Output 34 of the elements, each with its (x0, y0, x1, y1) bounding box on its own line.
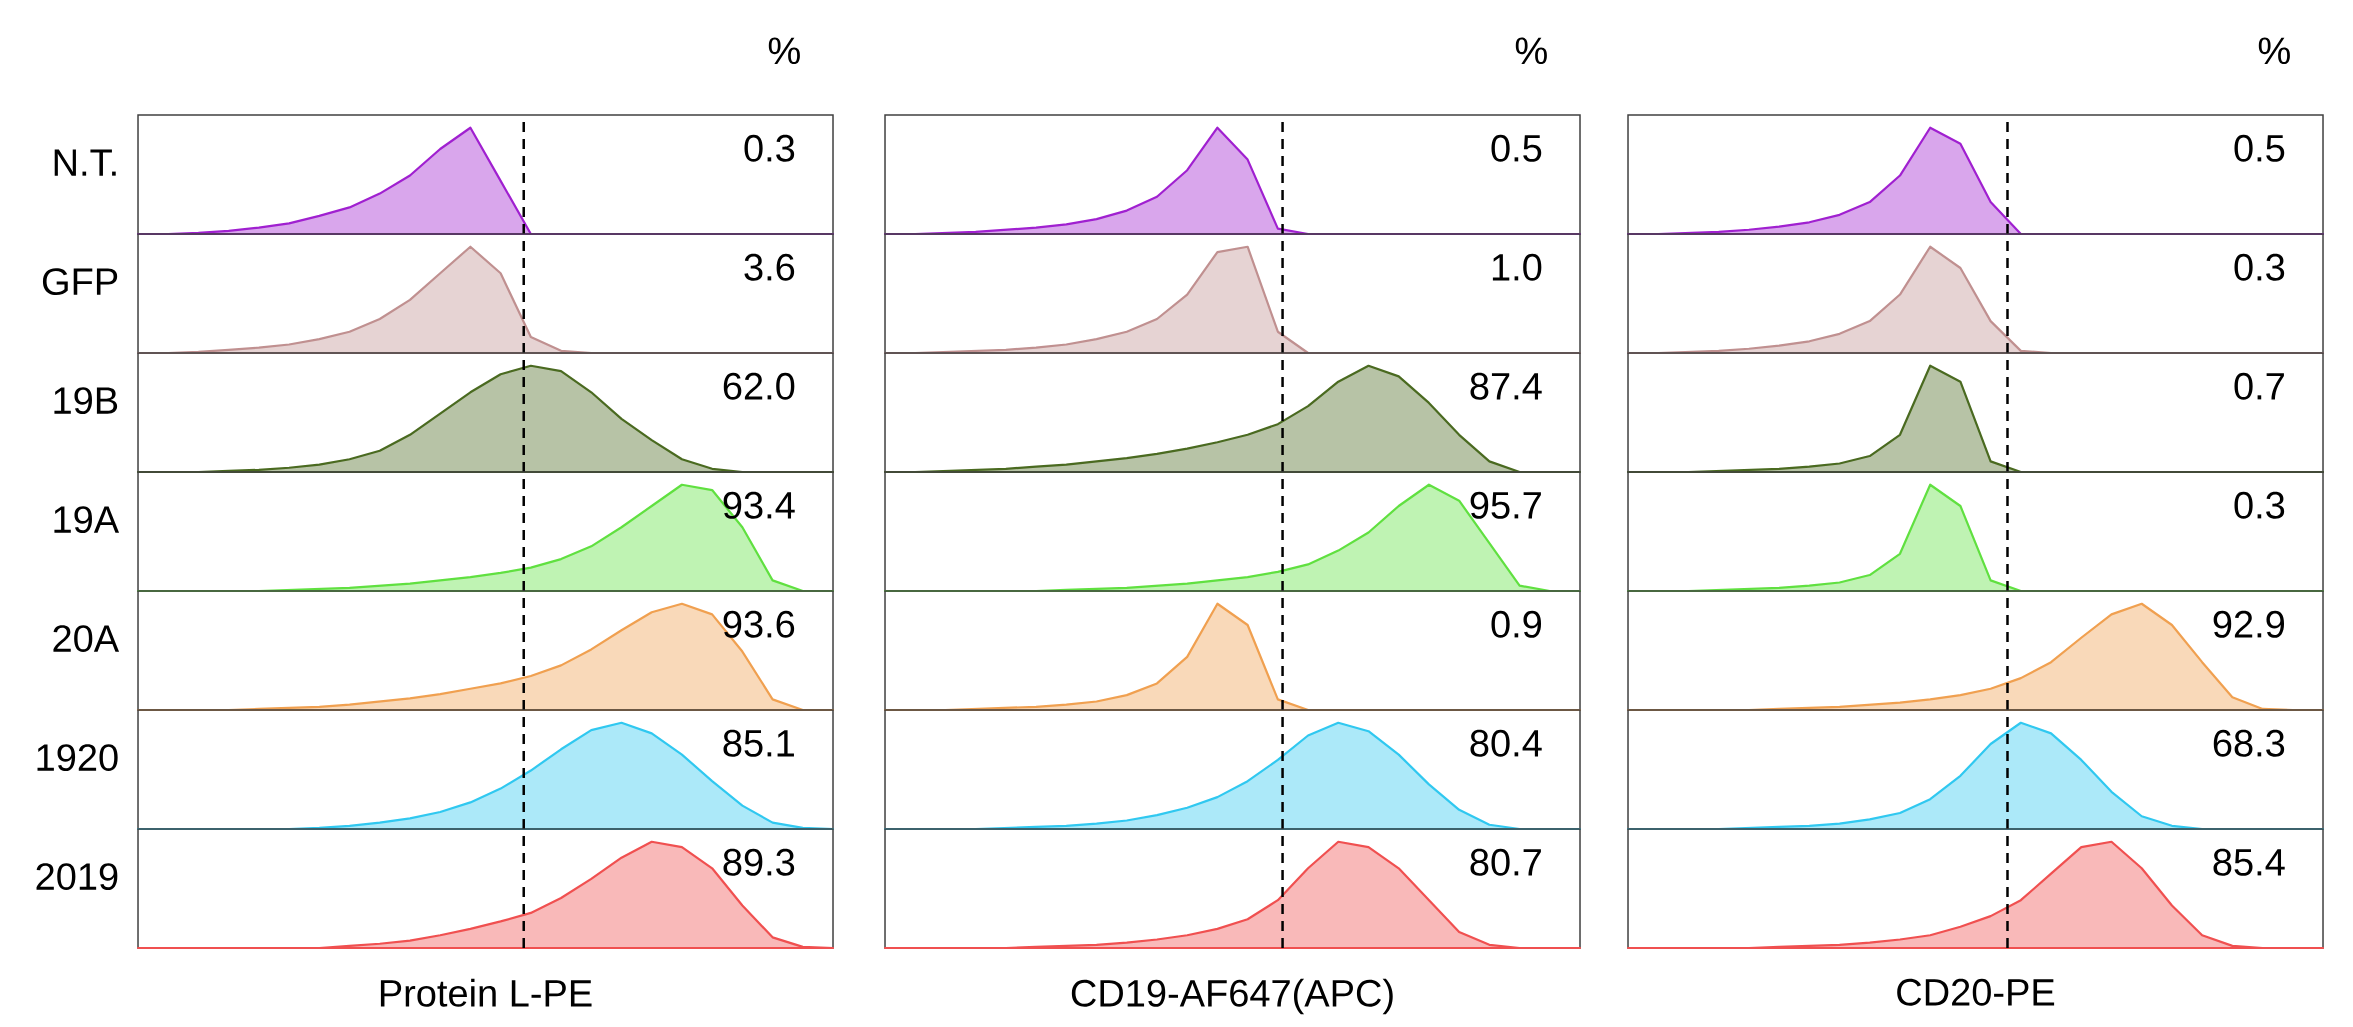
annotation: 0.3 (744, 134, 795, 162)
annotation: 95.7 (1470, 491, 1541, 519)
annotation: 0.5 (1491, 134, 1542, 162)
annotation: 68.3 (2213, 729, 2285, 757)
chart-title: % (768, 37, 800, 65)
y-axis-title: 20A (53, 625, 120, 653)
annotation: 0.3 (2234, 491, 2285, 519)
y-axis-title: GFP (42, 268, 118, 296)
y-axis-title: 1920 (37, 744, 118, 772)
annotation: 0.3 (2234, 253, 2285, 281)
annotation: 80.7 (1470, 848, 1541, 876)
y-axis-title: 19A (54, 506, 120, 534)
annotation: 85.1 (723, 729, 794, 757)
annotation: 92.9 (2213, 610, 2285, 638)
annotation: 80.4 (1470, 729, 1542, 757)
annotation: 0.9 (1491, 610, 1542, 638)
x-axis-title: CD19-AF647(APC) (1071, 978, 1393, 1015)
annotation: 87.4 (1470, 372, 1542, 400)
chart-title: % (1515, 37, 1547, 65)
annotation: 3.6 (744, 253, 795, 281)
annotation: 93.4 (723, 491, 795, 519)
chart-title: % (2258, 37, 2290, 65)
y-axis-title: 2019 (36, 863, 118, 891)
annotation: 62.0 (723, 372, 795, 400)
y-axis-title: N.T. (54, 149, 116, 176)
x-axis-title: Protein L-PE (380, 978, 592, 1007)
annotation: 0.7 (2234, 372, 2284, 400)
annotation: 93.6 (723, 610, 795, 638)
annotation: 89.3 (723, 848, 795, 876)
x-axis-title: CD20-PE (1897, 978, 2055, 1006)
annotation: 1.0 (1492, 253, 1542, 281)
annotation: 0.5 (2234, 134, 2285, 162)
annotation: 85.4 (2213, 848, 2285, 876)
y-axis-title: 19B (54, 387, 118, 415)
